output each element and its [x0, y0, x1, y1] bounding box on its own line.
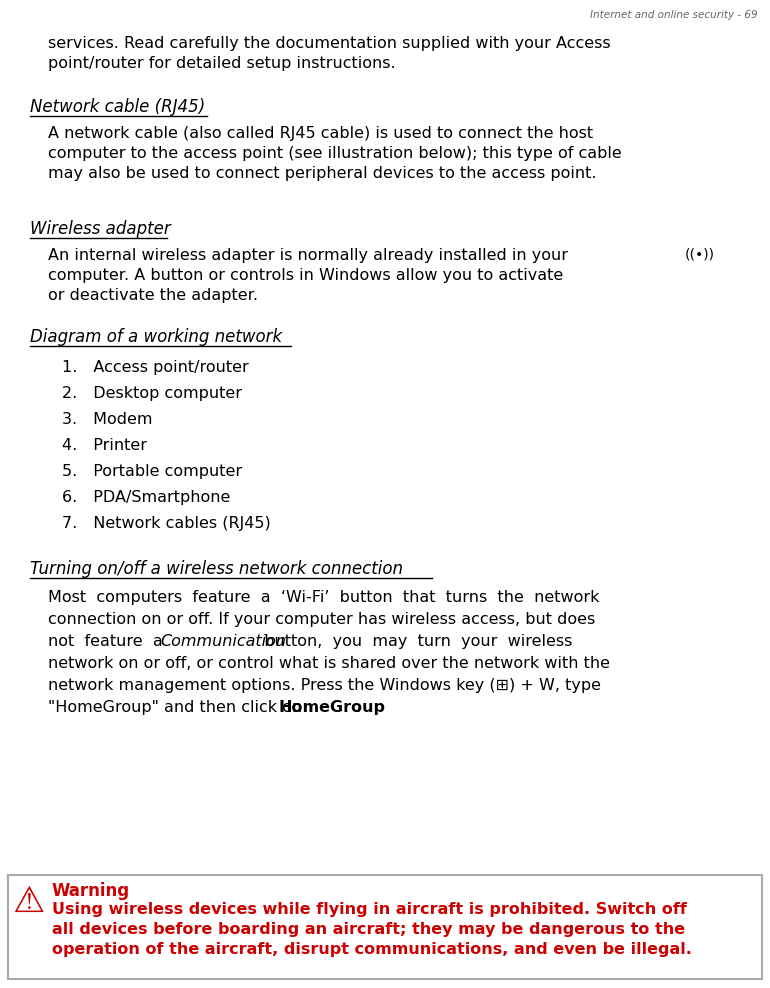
Text: Diagram of a working network: Diagram of a working network: [30, 328, 282, 346]
Text: 2. Desktop computer: 2. Desktop computer: [62, 386, 242, 401]
Text: Internet and online security - 69: Internet and online security - 69: [591, 10, 758, 20]
Text: computer. A button or controls in Windows allow you to activate: computer. A button or controls in Window…: [48, 268, 563, 283]
Text: 7. Network cables (RJ45): 7. Network cables (RJ45): [62, 516, 271, 531]
Text: 6. PDA/Smartphone: 6. PDA/Smartphone: [62, 490, 230, 505]
Text: network on or off, or control what is shared over the network with the: network on or off, or control what is sh…: [48, 656, 610, 671]
Text: Turning on/off a wireless network connection: Turning on/off a wireless network connec…: [30, 560, 403, 578]
Text: Network cable (RJ45): Network cable (RJ45): [30, 98, 206, 116]
Text: may also be used to connect peripheral devices to the access point.: may also be used to connect peripheral d…: [48, 166, 597, 181]
Text: or deactivate the adapter.: or deactivate the adapter.: [48, 288, 258, 303]
Text: services. Read carefully the documentation supplied with your Access: services. Read carefully the documentati…: [48, 36, 611, 51]
Text: point/router for detailed setup instructions.: point/router for detailed setup instruct…: [48, 56, 396, 71]
Text: not  feature  a: not feature a: [48, 634, 173, 649]
Text: 5. Portable computer: 5. Portable computer: [62, 464, 242, 479]
Text: connection on or off. If your computer has wireless access, but does: connection on or off. If your computer h…: [48, 612, 595, 627]
Text: operation of the aircraft, disrupt communications, and even be illegal.: operation of the aircraft, disrupt commu…: [52, 942, 692, 957]
Text: 4. Printer: 4. Printer: [62, 438, 147, 453]
Text: An internal wireless adapter is normally already installed in your: An internal wireless adapter is normally…: [48, 248, 568, 263]
Text: Using wireless devices while flying in aircraft is prohibited. Switch off: Using wireless devices while flying in a…: [52, 902, 687, 917]
Text: A network cable (also called RJ45 cable) is used to connect the host: A network cable (also called RJ45 cable)…: [48, 126, 593, 141]
Text: Most  computers  feature  a  ‘Wi-Fi’  button  that  turns  the  network: Most computers feature a ‘Wi-Fi’ button …: [48, 590, 600, 605]
Text: Wireless adapter: Wireless adapter: [30, 220, 171, 238]
Text: all devices before boarding an aircraft; they may be dangerous to the: all devices before boarding an aircraft;…: [52, 922, 685, 937]
Text: 1. Access point/router: 1. Access point/router: [62, 360, 249, 375]
Text: .: .: [355, 700, 360, 715]
Text: ⚠: ⚠: [12, 885, 44, 919]
Text: button,  you  may  turn  your  wireless: button, you may turn your wireless: [254, 634, 572, 649]
Text: computer to the access point (see illustration below); this type of cable: computer to the access point (see illust…: [48, 146, 621, 161]
FancyBboxPatch shape: [8, 875, 762, 979]
Text: network management options. Press the Windows key (⊞) + W, type: network management options. Press the Wi…: [48, 678, 601, 693]
Text: HomeGroup: HomeGroup: [278, 700, 385, 715]
Text: "HomeGroup" and then click on: "HomeGroup" and then click on: [48, 700, 307, 715]
Text: ((•)): ((•)): [685, 248, 715, 262]
Text: Warning: Warning: [52, 882, 130, 900]
Text: 3. Modem: 3. Modem: [62, 412, 152, 427]
Text: Communication: Communication: [160, 634, 286, 649]
